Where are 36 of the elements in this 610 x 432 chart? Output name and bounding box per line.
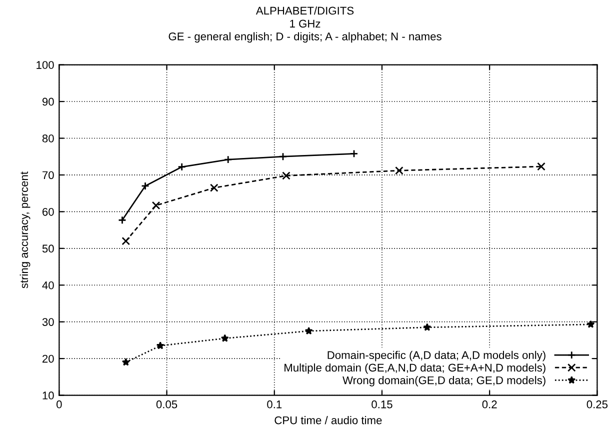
y-tick-label: 100 bbox=[36, 61, 54, 69]
x-axis-title: CPU time / audio time bbox=[274, 416, 382, 424]
point bbox=[210, 184, 218, 192]
x-tick-label: 0.15 bbox=[372, 400, 392, 408]
legend-label: Wrong domain(GE,D data; GE,D models) bbox=[342, 376, 546, 386]
point bbox=[304, 326, 313, 335]
y-axis-title: string accuracy, percent bbox=[20, 172, 30, 288]
x-tick-label: 0.2 bbox=[482, 400, 497, 408]
point bbox=[282, 172, 290, 180]
chart-subtitle: 1 GHz GE - general english; D - digits; A - alphabet; N - names bbox=[168, 20, 442, 43]
point bbox=[152, 201, 160, 210]
point bbox=[122, 236, 130, 246]
point bbox=[118, 216, 126, 224]
y-tick-label: 90 bbox=[42, 98, 54, 106]
point bbox=[156, 342, 164, 350]
point bbox=[395, 166, 404, 175]
y-tick-label: 30 bbox=[42, 318, 54, 326]
y-tick-label: 20 bbox=[42, 354, 54, 363]
y-tick-label: 10 bbox=[42, 392, 54, 400]
point bbox=[423, 323, 432, 331]
x-tick-label: 0.05 bbox=[156, 400, 178, 408]
point bbox=[586, 320, 595, 328]
point bbox=[122, 358, 130, 366]
y-tick-label: 70 bbox=[42, 171, 54, 180]
x-tick-label: 0.25 bbox=[586, 400, 608, 408]
point bbox=[220, 334, 229, 342]
y-tick-label: 50 bbox=[42, 244, 54, 253]
legend-label: Multiple domain (GE,A,N,D data; GE+A+N,D models) bbox=[284, 363, 546, 374]
chart-title: ALPHABET/DIGITS bbox=[256, 6, 354, 15]
point bbox=[537, 162, 546, 171]
y-tick-label: 60 bbox=[42, 208, 54, 216]
x-tick-label: 0.1 bbox=[267, 400, 282, 408]
y-tick-label: 80 bbox=[42, 134, 54, 142]
legend-label: Domain-specific (A,D data; A,D models only) bbox=[328, 350, 546, 362]
y-tick-label: 40 bbox=[42, 281, 54, 290]
x-tick-label: 0 bbox=[56, 400, 62, 408]
